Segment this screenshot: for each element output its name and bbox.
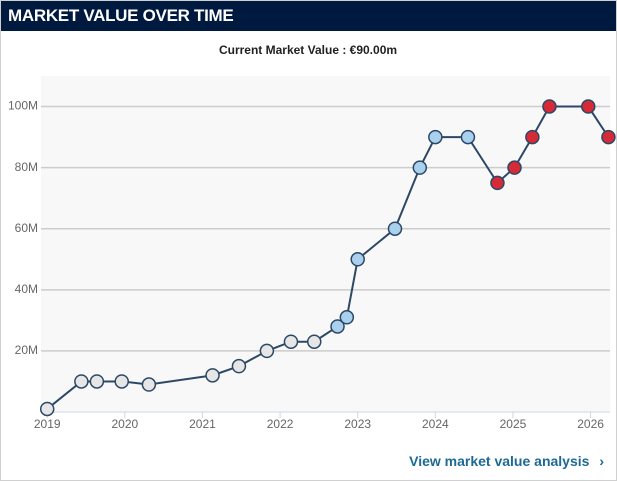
point	[89, 374, 105, 389]
point	[387, 221, 403, 236]
point	[581, 99, 596, 114]
point	[490, 175, 505, 191]
point	[412, 160, 428, 175]
point	[283, 334, 299, 349]
point	[339, 310, 355, 325]
point	[231, 358, 247, 374]
point	[507, 160, 522, 175]
x-tick-label: 2021	[189, 417, 216, 431]
point	[525, 129, 540, 145]
chart-subtitle: Current Market Value : €90.00m	[219, 43, 397, 57]
x-tick-label: 2020	[111, 417, 138, 431]
x-tick-label: 2022	[267, 417, 294, 431]
point	[141, 377, 157, 392]
y-tick-label: 80M	[15, 160, 38, 174]
point	[460, 129, 476, 145]
x-tick-label: 2025	[500, 417, 527, 431]
point	[601, 129, 616, 145]
analysis-link[interactable]: View market value analysis ›	[409, 453, 604, 469]
y-tick-label: 60M	[15, 221, 38, 235]
y-tick-label: 20M	[15, 343, 38, 357]
x-tick-label: 2026	[577, 417, 604, 431]
point	[114, 374, 129, 389]
y-tick-label: 40M	[15, 282, 38, 296]
link-text[interactable]: View market value analysis	[409, 453, 590, 469]
point	[542, 99, 557, 114]
point	[39, 401, 55, 417]
point	[306, 334, 322, 349]
point	[205, 368, 220, 383]
point	[330, 319, 345, 334]
header-title: MARKET VALUE OVER TIME	[1, 1, 616, 31]
point	[428, 129, 443, 145]
point	[350, 252, 365, 267]
x-tick-label: 2023	[344, 417, 371, 431]
x-tick-label: 2019	[34, 417, 61, 431]
point	[259, 343, 275, 359]
y-tick-label: 100M	[8, 99, 38, 113]
chart: Current Market Value : €90.00m 20M 40M 60M…	[8, 43, 616, 431]
plot-area	[41, 76, 610, 412]
x-tick-label: 2024	[422, 417, 449, 431]
point	[74, 374, 89, 389]
